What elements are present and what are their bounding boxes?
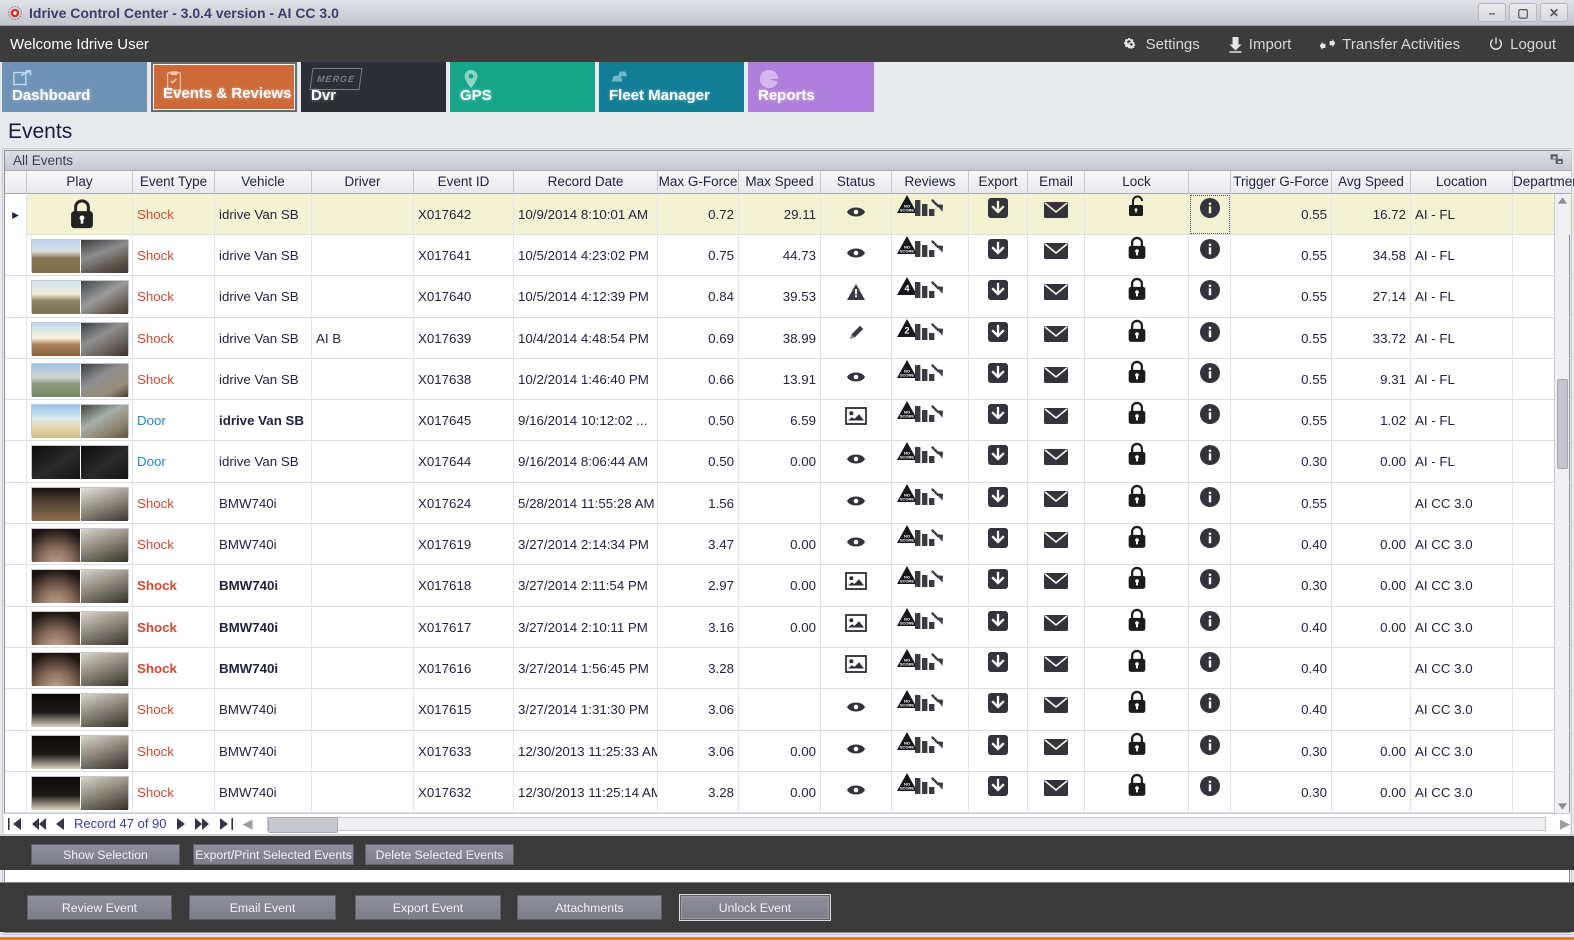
svg-text:SCORE: SCORE bbox=[900, 579, 915, 584]
svg-text:SCORE: SCORE bbox=[900, 620, 915, 625]
svg-text:SCORE: SCORE bbox=[900, 785, 915, 790]
svg-text:SCORE: SCORE bbox=[900, 207, 915, 212]
svg-text:SCORE: SCORE bbox=[900, 661, 915, 666]
svg-text:SCORE: SCORE bbox=[900, 496, 915, 501]
svg-text:SCORE: SCORE bbox=[900, 413, 915, 418]
svg-text:4: 4 bbox=[904, 284, 909, 294]
svg-text:2: 2 bbox=[904, 325, 909, 335]
svg-text:SCORE: SCORE bbox=[900, 537, 915, 542]
svg-text:SCORE: SCORE bbox=[900, 744, 915, 749]
svg-text:SCORE: SCORE bbox=[900, 248, 915, 253]
svg-text:SCORE: SCORE bbox=[900, 455, 915, 460]
svg-text:SCORE: SCORE bbox=[900, 372, 915, 377]
svg-text:SCORE: SCORE bbox=[900, 703, 915, 708]
